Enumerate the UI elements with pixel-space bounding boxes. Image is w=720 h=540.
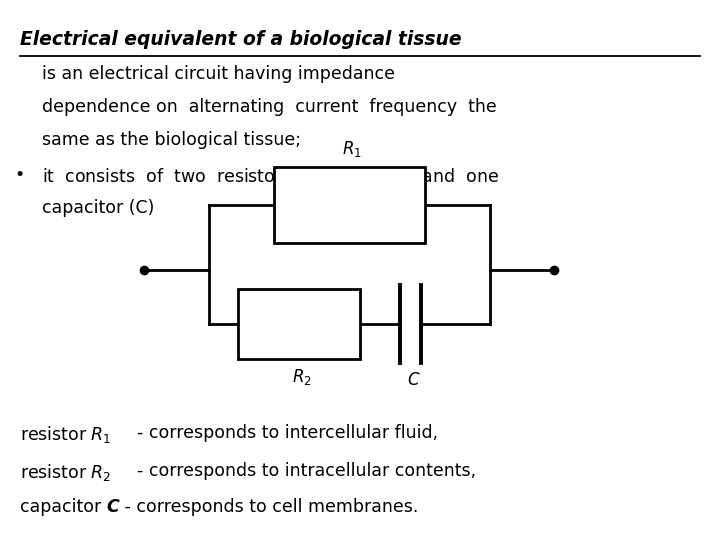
Text: dependence on  alternating  current  frequency  the: dependence on alternating current freque… <box>42 98 497 116</box>
Text: $R_1$: $R_1$ <box>342 139 362 159</box>
Text: - corresponds to cell membranes.: - corresponds to cell membranes. <box>119 498 418 516</box>
Text: C: C <box>107 498 120 516</box>
Text: $C$: $C$ <box>407 371 420 389</box>
Text: •: • <box>14 166 24 184</box>
Text: resistor $R_2$: resistor $R_2$ <box>20 462 112 483</box>
Text: is an electrical circuit having impedance: is an electrical circuit having impedanc… <box>42 65 395 83</box>
Text: $R_2$: $R_2$ <box>292 367 312 387</box>
Text: capacitor (C): capacitor (C) <box>42 199 154 217</box>
Text: resistor $R_1$: resistor $R_1$ <box>20 424 112 445</box>
Text: - corresponds to intercellular fluid,: - corresponds to intercellular fluid, <box>126 424 438 442</box>
Bar <box>274 167 425 243</box>
Bar <box>238 289 360 359</box>
Text: Electrical equivalent of a biological tissue: Electrical equivalent of a biological ti… <box>20 30 462 49</box>
Text: it  consists  of  two  resistors  ($R_1$  and  $R_2$)  and  one: it consists of two resistors ($R_1$ and … <box>42 166 499 187</box>
Text: same as the biological tissue;: same as the biological tissue; <box>42 131 301 149</box>
Text: capacitor: capacitor <box>20 498 112 516</box>
Text: - corresponds to intracellular contents,: - corresponds to intracellular contents, <box>126 462 476 480</box>
